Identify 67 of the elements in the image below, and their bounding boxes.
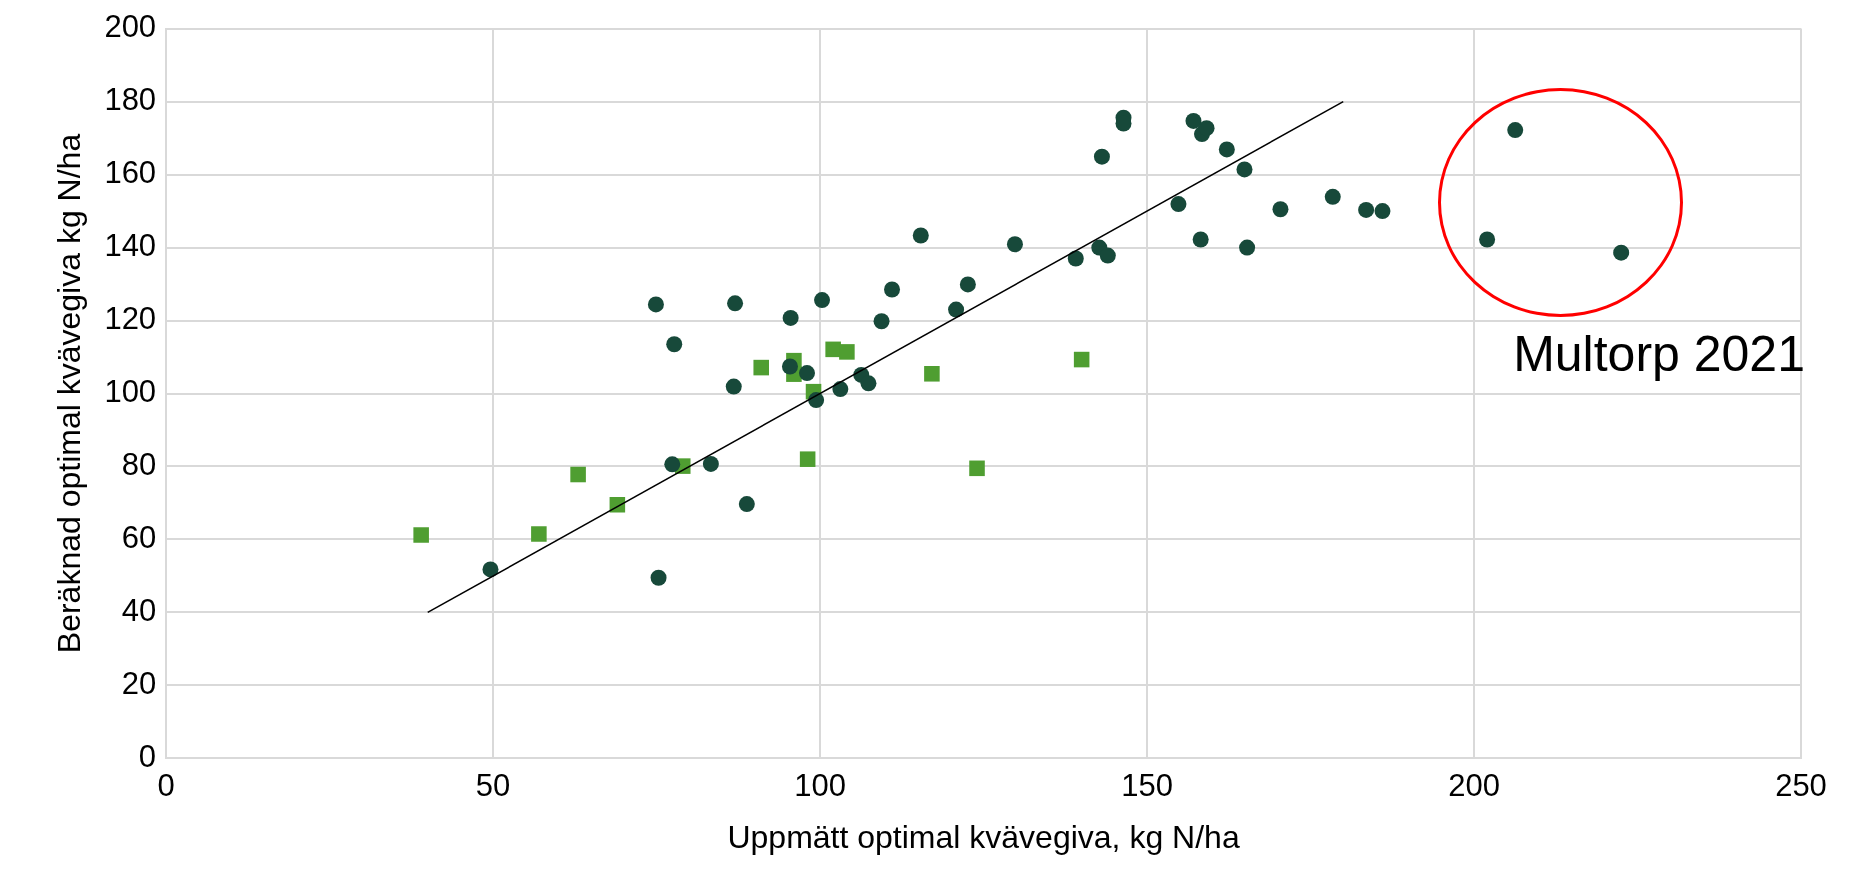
y-tick-label: 160 [104, 155, 157, 191]
point [1272, 201, 1289, 218]
point [814, 292, 831, 309]
point [1006, 236, 1023, 253]
point [664, 456, 681, 473]
point [782, 309, 799, 326]
point [1099, 247, 1116, 264]
y-axis-title: Beräknad optimal kvävegiva kg N/ha [51, 133, 88, 654]
point [1324, 188, 1341, 205]
point [798, 365, 815, 382]
point [413, 527, 429, 543]
point [753, 359, 769, 376]
y-tick-label: 100 [104, 374, 157, 410]
point [1170, 196, 1187, 213]
point [1192, 231, 1209, 248]
point [884, 281, 901, 298]
annotation: Multorp 2021 [1513, 325, 1805, 382]
point [1073, 351, 1090, 368]
point [924, 366, 940, 382]
x-tick-label: 150 [1121, 767, 1173, 803]
point [1239, 239, 1256, 256]
y-tick-label: 20 [121, 665, 157, 701]
point [727, 295, 744, 312]
point [799, 451, 816, 467]
x-tick-label: 100 [794, 767, 846, 803]
point [1236, 161, 1253, 178]
y-tick-label: 80 [121, 447, 157, 483]
point [725, 378, 742, 395]
x-axis-title: Uppmätt optimal kvävegiva, kg N/ha [727, 818, 1240, 855]
point [1358, 201, 1375, 218]
point [808, 392, 825, 409]
point [702, 455, 719, 472]
point [738, 496, 755, 513]
point [839, 344, 855, 360]
point [959, 276, 976, 293]
point [1093, 148, 1110, 165]
point [650, 569, 667, 586]
point [1185, 112, 1202, 129]
point [1067, 250, 1084, 267]
point [1507, 122, 1524, 139]
point [531, 526, 547, 542]
x-tick-label: 50 [475, 767, 511, 803]
point [832, 381, 849, 398]
point [1374, 203, 1391, 220]
point [647, 296, 664, 313]
y-tick-label: 140 [104, 228, 157, 264]
y-tick-label: 120 [104, 301, 157, 337]
point [860, 375, 877, 392]
x-tick-label: 250 [1775, 767, 1827, 803]
y-tick-label: 180 [104, 82, 157, 118]
point [666, 336, 683, 353]
y-tick-label: 200 [104, 9, 157, 45]
point [912, 227, 929, 244]
point [1613, 244, 1630, 261]
point [948, 301, 965, 318]
y-tick-label: 60 [121, 520, 157, 556]
x-tick-label: 200 [1448, 767, 1500, 803]
point [873, 313, 890, 330]
y-tick-label: 40 [121, 592, 157, 628]
point [969, 460, 985, 477]
y-tick-label: 0 [138, 738, 157, 774]
point [482, 561, 499, 578]
point [781, 358, 798, 375]
point [1218, 141, 1235, 158]
point [570, 466, 586, 483]
point [1479, 231, 1496, 248]
point [1198, 120, 1215, 137]
